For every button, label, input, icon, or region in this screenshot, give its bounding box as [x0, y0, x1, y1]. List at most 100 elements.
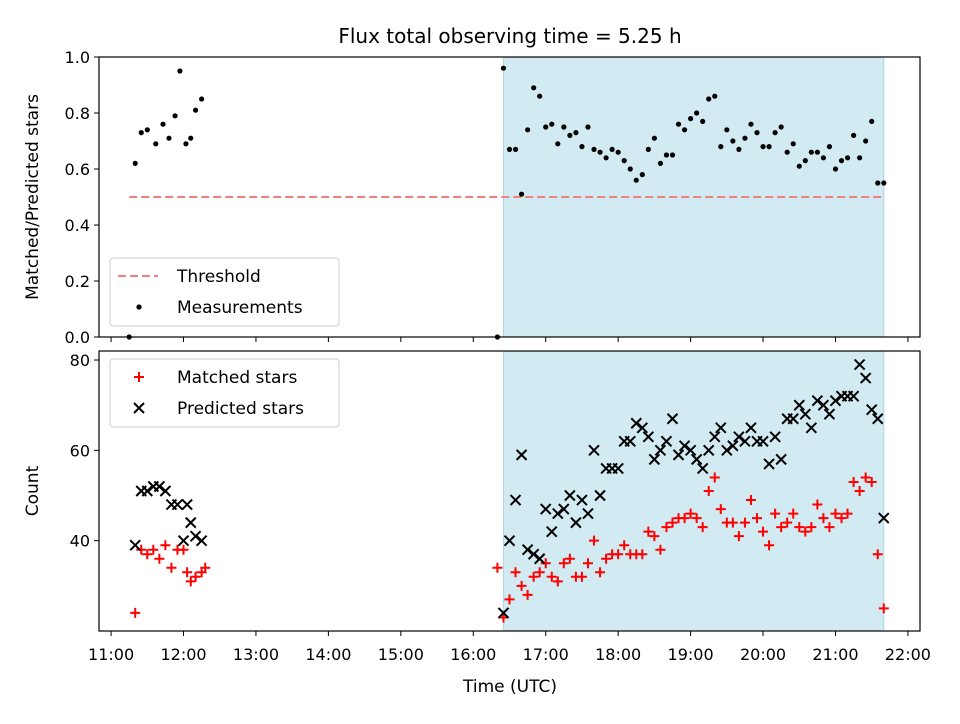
- measurement-point: [561, 124, 567, 130]
- predicted-stars-point: [527, 548, 540, 560]
- matched-stars-point: [836, 513, 847, 524]
- measurement-point: [567, 132, 573, 138]
- y-axis-label: Matched/Predicted stars: [23, 94, 43, 300]
- predicted-stars-point: [793, 399, 805, 411]
- predicted-stars-point: [153, 480, 166, 493]
- measurement-point: [869, 118, 875, 124]
- measurement-point: [657, 160, 664, 166]
- matched-stars-point: [770, 508, 781, 519]
- measurement-point: [857, 155, 863, 161]
- measurement-point: [844, 155, 851, 161]
- matched-stars-point: [715, 504, 726, 515]
- matched-stars-point: [589, 535, 600, 546]
- x-tick-label: 22:00: [885, 645, 931, 664]
- matched-stars-point: [154, 553, 165, 564]
- predicted-stars-point: [654, 444, 667, 457]
- matched-stars-point: [764, 540, 775, 551]
- matched-stars-point: [866, 476, 877, 487]
- matched-stars-point: [552, 576, 563, 587]
- predicted-stars-point: [588, 444, 600, 457]
- x-tick-label: 21:00: [812, 645, 858, 664]
- measurement-point: [814, 149, 820, 155]
- measurement-point: [138, 130, 144, 136]
- matched-stars-point: [691, 513, 702, 524]
- measurement-point: [730, 138, 736, 144]
- y-tick-label: 40: [70, 532, 90, 551]
- predicted-stars-point: [672, 449, 685, 461]
- predicted-stars-point: [576, 494, 588, 506]
- predicted-stars-point: [666, 413, 679, 425]
- measurement-point: [881, 180, 887, 186]
- measurement-point: [183, 141, 189, 147]
- matched-stars-point: [613, 549, 624, 560]
- legend: Matched stars Predicted stars: [109, 358, 340, 428]
- measurement-point: [609, 146, 615, 152]
- measurement-point: [724, 127, 730, 133]
- matched-stars-point: [200, 562, 211, 573]
- measurement-point: [694, 110, 700, 116]
- measurement-point: [518, 191, 525, 197]
- predicted-stars-point: [787, 413, 799, 425]
- matched-stars-point: [703, 486, 714, 496]
- predicted-stars-point: [540, 503, 552, 515]
- measurement-point: [537, 93, 543, 99]
- predicted-stars-point: [769, 431, 781, 443]
- predicted-stars-point: [872, 413, 884, 425]
- predicted-stars-point: [696, 462, 709, 475]
- predicted-stars-point: [594, 489, 606, 502]
- measurement-point: [754, 130, 760, 136]
- matched-stars-point: [830, 508, 841, 519]
- predicted-stars-point: [129, 539, 141, 551]
- y-tick-label: 0.6: [65, 160, 90, 179]
- matched-stars-point: [818, 513, 829, 524]
- matched-stars-point: [758, 526, 769, 537]
- measurement-point: [512, 146, 519, 152]
- matched-stars-point: [776, 522, 787, 533]
- predicted-stars-point: [624, 435, 636, 448]
- predicted-stars-point: [763, 458, 775, 470]
- measurement-point: [153, 141, 159, 147]
- predicted-stars-point: [533, 553, 546, 565]
- matched-stars-point: [878, 603, 889, 614]
- y-tick-label: 0.8: [65, 104, 90, 123]
- measurement-point: [790, 141, 796, 147]
- legend-matched-swatch: [134, 372, 144, 382]
- measurement-point: [760, 144, 766, 150]
- predicted-stars-point: [811, 394, 824, 407]
- predicted-stars-point: [185, 516, 197, 529]
- measurement-point: [633, 177, 639, 183]
- matched-stars-point: [564, 553, 575, 564]
- matched-stars-point: [595, 567, 606, 578]
- measurement-point: [808, 149, 814, 155]
- measurement-point: [500, 65, 507, 71]
- matched-stars-point: [794, 522, 805, 533]
- predicted-stars-point: [564, 489, 576, 502]
- legend-label: Measurements: [177, 298, 303, 318]
- measurement-point: [706, 96, 712, 102]
- measurement-point: [700, 118, 706, 124]
- measurement-point: [603, 155, 609, 161]
- measurement-point: [160, 121, 166, 127]
- measurement-point: [132, 160, 138, 166]
- predicted-stars-point: [570, 516, 582, 529]
- matched-stars-point: [667, 517, 678, 528]
- matched-stars-point: [733, 531, 744, 542]
- measurement-point: [188, 135, 194, 141]
- predicted-stars-point: [853, 358, 866, 371]
- matched-stars-point: [190, 571, 201, 582]
- predicted-stars-point: [195, 534, 208, 547]
- matched-stars-point: [860, 472, 871, 483]
- measurement-point: [850, 132, 857, 138]
- x-tick-label: 11:00: [88, 645, 134, 664]
- matched-stars-point: [492, 562, 503, 573]
- matched-stars-point: [679, 513, 690, 524]
- predicted-stars-point: [715, 422, 727, 434]
- legend-label: Matched stars: [177, 368, 297, 388]
- predicted-stars-point: [865, 404, 878, 416]
- matched-stars-point: [655, 544, 666, 555]
- matched-stars-point: [504, 594, 515, 605]
- measurement-point: [875, 180, 881, 186]
- matched-stars-point: [752, 513, 763, 524]
- predicted-stars-point: [829, 394, 842, 407]
- matched-stars-point: [619, 540, 630, 551]
